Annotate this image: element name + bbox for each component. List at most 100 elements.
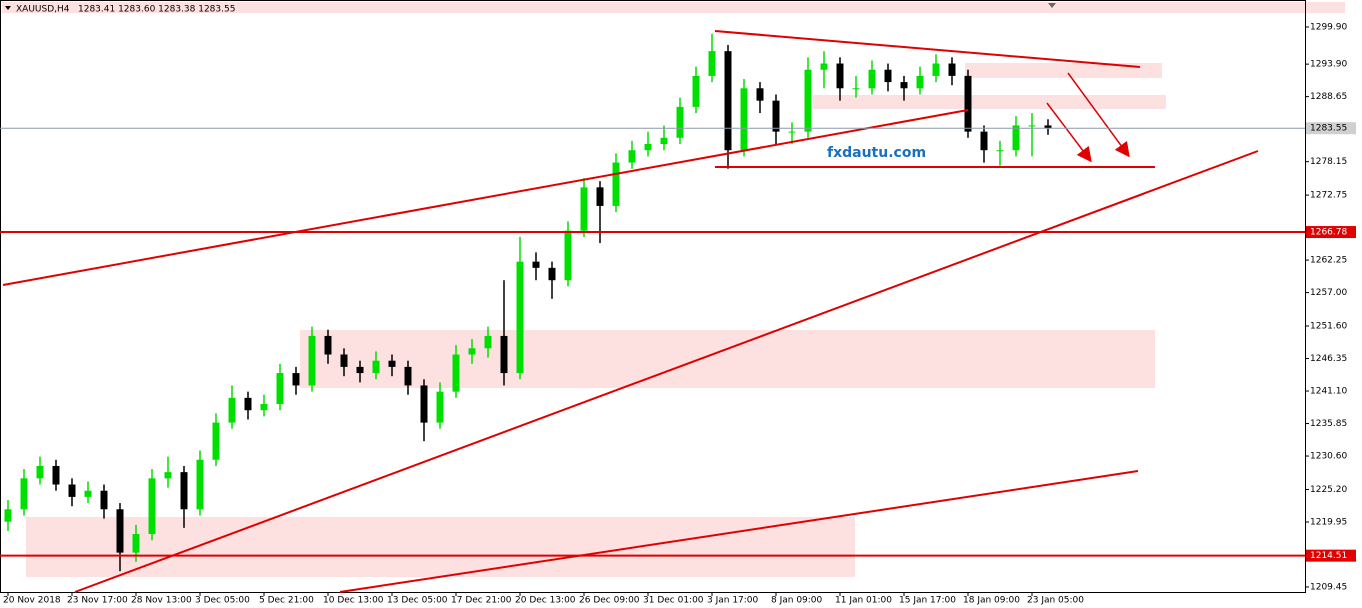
zone [965, 63, 1162, 78]
x-tick-label: 3 Jan 17:00 [707, 596, 759, 606]
candle-body [324, 335, 332, 355]
candle-body [516, 261, 524, 374]
level-label: 1266.78 [1310, 228, 1347, 238]
candle-body [372, 360, 380, 374]
trendlines [2, 30, 1259, 593]
candle-body [852, 88, 860, 90]
candle-body [1044, 125, 1052, 129]
trendline [2, 109, 969, 286]
x-tick-label: 23 Nov 17:00 [67, 596, 128, 606]
current-price-label: 1283.55 [1310, 124, 1347, 134]
quote: 1283.41 1283.60 1283.38 1283.55 [78, 5, 235, 15]
candle-body [452, 354, 460, 392]
candle-body [580, 187, 588, 231]
menu-icon[interactable] [5, 6, 11, 10]
candle-body [644, 144, 652, 151]
candle-body [276, 373, 284, 405]
y-tick-label: 1251.60 [1310, 322, 1347, 332]
candle-body [164, 472, 172, 479]
candle-body [564, 230, 572, 281]
candle-body [292, 373, 300, 386]
x-tick-label: 17 Dec 21:00 [451, 596, 512, 606]
candle-body [468, 348, 476, 355]
candle-body [676, 106, 684, 138]
candle-body [740, 88, 748, 151]
x-tick-label: 20 Nov 2018 [3, 596, 61, 606]
candle-body [820, 63, 828, 70]
candle-body [52, 465, 60, 485]
candle-body [228, 397, 236, 423]
arrow [1046, 102, 1092, 163]
scroll-icon[interactable] [1048, 3, 1056, 8]
candle-body [692, 75, 700, 107]
zones [2, 2, 1345, 577]
candle-body [500, 335, 508, 374]
candle-body [148, 478, 156, 535]
x-tick-label: 10 Dec 13:00 [323, 596, 384, 606]
x-tick-label: 28 Nov 13:00 [131, 596, 192, 606]
candle-body [948, 63, 956, 76]
candle-body [180, 472, 188, 510]
y-tick-label: 1235.85 [1310, 419, 1347, 429]
candle-body [212, 422, 220, 460]
zone [26, 517, 855, 577]
candle-body [340, 354, 348, 367]
arrow [1067, 72, 1130, 158]
watermark: fxdautu.com [827, 145, 926, 161]
candle-body [532, 261, 540, 268]
candle-body [84, 490, 92, 497]
candle-body [132, 534, 140, 553]
candle-body [900, 82, 908, 89]
trendline [714, 30, 1141, 68]
candle-body [708, 51, 716, 76]
trendline [74, 150, 1259, 593]
candle-body [308, 335, 316, 386]
y-tick-label: 1272.75 [1310, 191, 1347, 201]
zone [2, 2, 1345, 13]
candle-body [68, 484, 76, 497]
zone [813, 95, 1166, 109]
x-tick-label: 31 Dec 01:00 [643, 596, 704, 606]
candle-body [260, 404, 268, 411]
candle-body [404, 366, 412, 386]
plot-frame [0, 0, 1306, 593]
candle-body [484, 335, 492, 349]
symbol: XAUUSD,H4 [16, 5, 70, 15]
x-tick-label: 15 Jan 17:00 [899, 596, 956, 606]
x-tick-label: 20 Dec 13:00 [515, 596, 576, 606]
candle-body [932, 63, 940, 76]
level-tag [1306, 226, 1356, 239]
y-tick-label: 1230.60 [1310, 452, 1347, 462]
y-tick-label: 1293.90 [1310, 60, 1347, 70]
candle-body [612, 162, 620, 206]
level-tag [1306, 549, 1356, 562]
candle-body [756, 88, 764, 101]
candle-body [964, 75, 972, 132]
x-tick-label: 11 Jan 01:00 [835, 596, 892, 606]
current-price-tag [1306, 122, 1356, 135]
y-tick-label: 1209.45 [1310, 582, 1347, 592]
candle-body [628, 150, 636, 163]
x-tick-label: 13 Dec 05:00 [387, 596, 448, 606]
candle-body [100, 490, 108, 510]
candle-body [836, 63, 844, 89]
candle-body [772, 100, 780, 132]
candle-body [36, 465, 44, 479]
candle-body [4, 509, 12, 522]
y-tick-label: 1262.25 [1310, 256, 1347, 266]
candle-body [660, 137, 668, 145]
x-tick-label: 8 Jan 09:00 [771, 596, 823, 606]
candle-body [980, 131, 988, 151]
candle-body [244, 397, 252, 411]
y-tick-label: 1246.35 [1310, 354, 1347, 364]
level-label: 1214.51 [1310, 551, 1347, 561]
candle-body [724, 51, 732, 151]
x-tick-label: 18 Jan 09:00 [963, 596, 1020, 606]
candle-body [916, 75, 924, 89]
x-tick-label: 23 Jan 05:00 [1027, 596, 1084, 606]
candle-body [356, 366, 364, 374]
candles [4, 33, 1052, 572]
zone [300, 330, 1155, 388]
